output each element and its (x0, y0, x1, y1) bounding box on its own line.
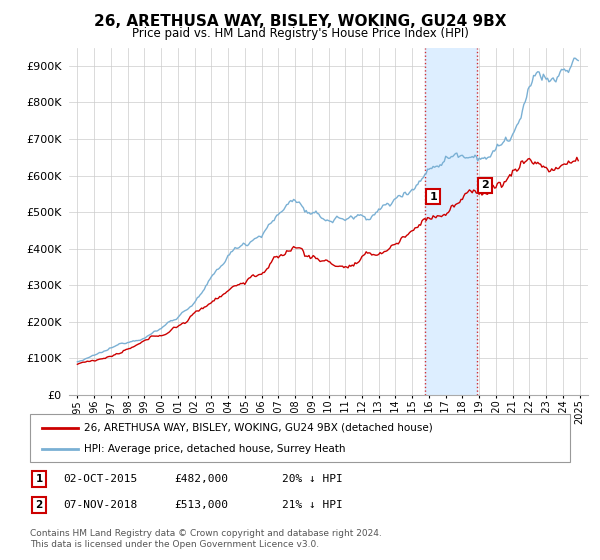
Text: 1: 1 (429, 192, 437, 202)
Text: Price paid vs. HM Land Registry's House Price Index (HPI): Price paid vs. HM Land Registry's House … (131, 27, 469, 40)
Text: 26, ARETHUSA WAY, BISLEY, WOKING, GU24 9BX (detached house): 26, ARETHUSA WAY, BISLEY, WOKING, GU24 9… (84, 423, 433, 433)
Text: 1: 1 (35, 474, 43, 484)
Bar (425, 48, 476, 395)
Text: 07-NOV-2018: 07-NOV-2018 (63, 500, 137, 510)
Text: £482,000: £482,000 (174, 474, 228, 484)
Text: 26, ARETHUSA WAY, BISLEY, WOKING, GU24 9BX: 26, ARETHUSA WAY, BISLEY, WOKING, GU24 9… (94, 14, 506, 29)
Text: 2: 2 (481, 180, 489, 190)
Text: HPI: Average price, detached house, Surrey Heath: HPI: Average price, detached house, Surr… (84, 444, 346, 454)
Text: 2: 2 (35, 500, 43, 510)
Text: 20% ↓ HPI: 20% ↓ HPI (282, 474, 343, 484)
Text: Contains HM Land Registry data © Crown copyright and database right 2024.
This d: Contains HM Land Registry data © Crown c… (30, 529, 382, 549)
Text: 21% ↓ HPI: 21% ↓ HPI (282, 500, 343, 510)
Text: £513,000: £513,000 (174, 500, 228, 510)
Text: 02-OCT-2015: 02-OCT-2015 (63, 474, 137, 484)
